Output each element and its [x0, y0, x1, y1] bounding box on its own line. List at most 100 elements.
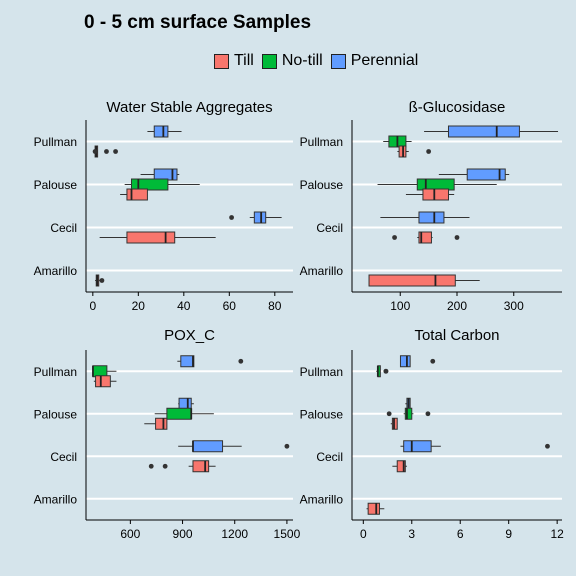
category-label: Palouse — [34, 178, 78, 192]
box-iqr — [399, 355, 411, 368]
box-iqr — [155, 417, 168, 430]
outlier-point — [392, 235, 397, 240]
category-label: Pullman — [300, 135, 343, 149]
box-amarillo-till — [366, 502, 385, 515]
outlier-point — [162, 463, 168, 469]
box-pullman-perennial — [424, 125, 559, 138]
outlier-point — [113, 149, 118, 154]
panel-glucosidase: ß-Glucosidase Pullman Palouse Cecil Amarillo… — [300, 99, 562, 313]
outlier-point — [148, 463, 154, 469]
box-iqr — [178, 397, 192, 410]
category-label: Amarillo — [34, 492, 78, 506]
x-tick-label: 20 — [132, 299, 146, 313]
box-pullman-perennial — [399, 355, 436, 368]
x-tick-label: 600 — [120, 527, 140, 541]
x-tick-label: 100 — [390, 299, 410, 313]
category-label: Cecil — [316, 221, 343, 235]
outlier-point — [454, 235, 460, 240]
outlier-point — [386, 411, 392, 417]
legend: Till No-till Perennial — [214, 50, 426, 72]
box-pullman-no-till — [92, 365, 117, 378]
x-tick-label: 200 — [447, 299, 467, 313]
box-iqr — [418, 231, 432, 244]
box-iqr — [153, 168, 178, 181]
category-label: Palouse — [300, 178, 344, 192]
outlier-point — [229, 215, 234, 220]
box-iqr — [396, 460, 406, 473]
category-label: Palouse — [300, 407, 344, 421]
category-label: Amarillo — [34, 264, 78, 278]
box-palouse-till — [405, 188, 455, 201]
box-iqr — [447, 125, 520, 138]
x-tick-label: 1200 — [221, 527, 248, 541]
box-iqr — [126, 188, 148, 201]
box-iqr — [130, 178, 169, 191]
box-pullman-no-till — [383, 135, 412, 148]
box-cecil-till — [99, 231, 216, 244]
panel-water-stable-aggregates: Water Stable Aggregates Pullman Palouse Cec… — [34, 99, 293, 313]
box-iqr — [95, 375, 111, 388]
box-iqr — [192, 460, 210, 473]
box-iqr — [416, 178, 455, 191]
outlier-point — [92, 149, 98, 154]
panel-title: Total Carbon — [414, 327, 499, 344]
box-iqr — [418, 211, 445, 224]
x-tick-label: 0 — [89, 299, 96, 313]
category-label: Pullman — [300, 365, 343, 379]
legend-label-perennial: Perennial — [350, 52, 419, 69]
legend-item-perennial: Perennial — [330, 52, 419, 70]
x-tick-label: 300 — [504, 299, 524, 313]
x-tick-label: 900 — [173, 527, 193, 541]
box-iqr — [192, 440, 224, 453]
box-cecil-perennial — [380, 211, 470, 224]
category-label: Pullman — [34, 135, 77, 149]
outlier-point — [284, 443, 290, 449]
category-label: Amarillo — [300, 264, 344, 278]
box-palouse-till — [144, 417, 168, 430]
category-label: Cecil — [316, 450, 343, 464]
x-tick-label: 40 — [177, 299, 191, 313]
box-iqr — [422, 188, 449, 201]
box-iqr — [180, 355, 195, 368]
x-tick-label: 60 — [223, 299, 237, 313]
box-pullman-no-till — [376, 365, 389, 378]
box-palouse-no-till — [154, 407, 214, 420]
box-cecil-perennial — [229, 211, 282, 224]
page-title: 0 - 5 cm surface Samples — [84, 12, 312, 33]
outlier-point — [99, 278, 105, 283]
box-amarillo-till — [368, 274, 480, 287]
box-cecil-till — [148, 460, 216, 473]
box-cecil-till — [392, 231, 460, 244]
box-palouse-perennial — [140, 168, 180, 181]
outlier-point — [383, 368, 389, 374]
box-palouse-no-till — [377, 178, 497, 191]
box-iqr — [166, 407, 192, 420]
category-label: Amarillo — [300, 492, 344, 506]
box-iqr — [367, 502, 380, 515]
outlier-point — [545, 443, 550, 449]
outlier-point — [426, 149, 432, 154]
box-iqr — [126, 231, 176, 244]
legend-key-till — [214, 53, 229, 69]
outlier-point — [430, 358, 436, 364]
box-iqr — [153, 125, 169, 138]
box-palouse-perennial — [178, 397, 194, 410]
x-tick-label: 6 — [457, 527, 464, 541]
legend-label-no-till: No-till — [281, 52, 323, 69]
panel-title: Water Stable Aggregates — [106, 99, 272, 116]
legend-item-no-till: No-till — [261, 52, 323, 70]
category-label: Palouse — [34, 407, 78, 421]
box-pullman-till — [93, 375, 117, 388]
box-amarillo-till — [95, 274, 105, 287]
panel-total-carbon: Total Carbon Pullman Palouse Cecil Amarillo 0… — [300, 327, 565, 541]
legend-item-till: Till — [214, 52, 254, 70]
box-cecil-perennial — [400, 440, 550, 453]
box-palouse-till — [390, 417, 398, 430]
outlier-point — [425, 411, 431, 417]
panel-title: ß-Glucosidase — [409, 99, 506, 116]
box-palouse-no-till — [124, 178, 200, 191]
box-pullman-perennial — [147, 125, 182, 138]
box-palouse-perennial — [405, 397, 411, 410]
x-tick-label: 1500 — [274, 527, 301, 541]
